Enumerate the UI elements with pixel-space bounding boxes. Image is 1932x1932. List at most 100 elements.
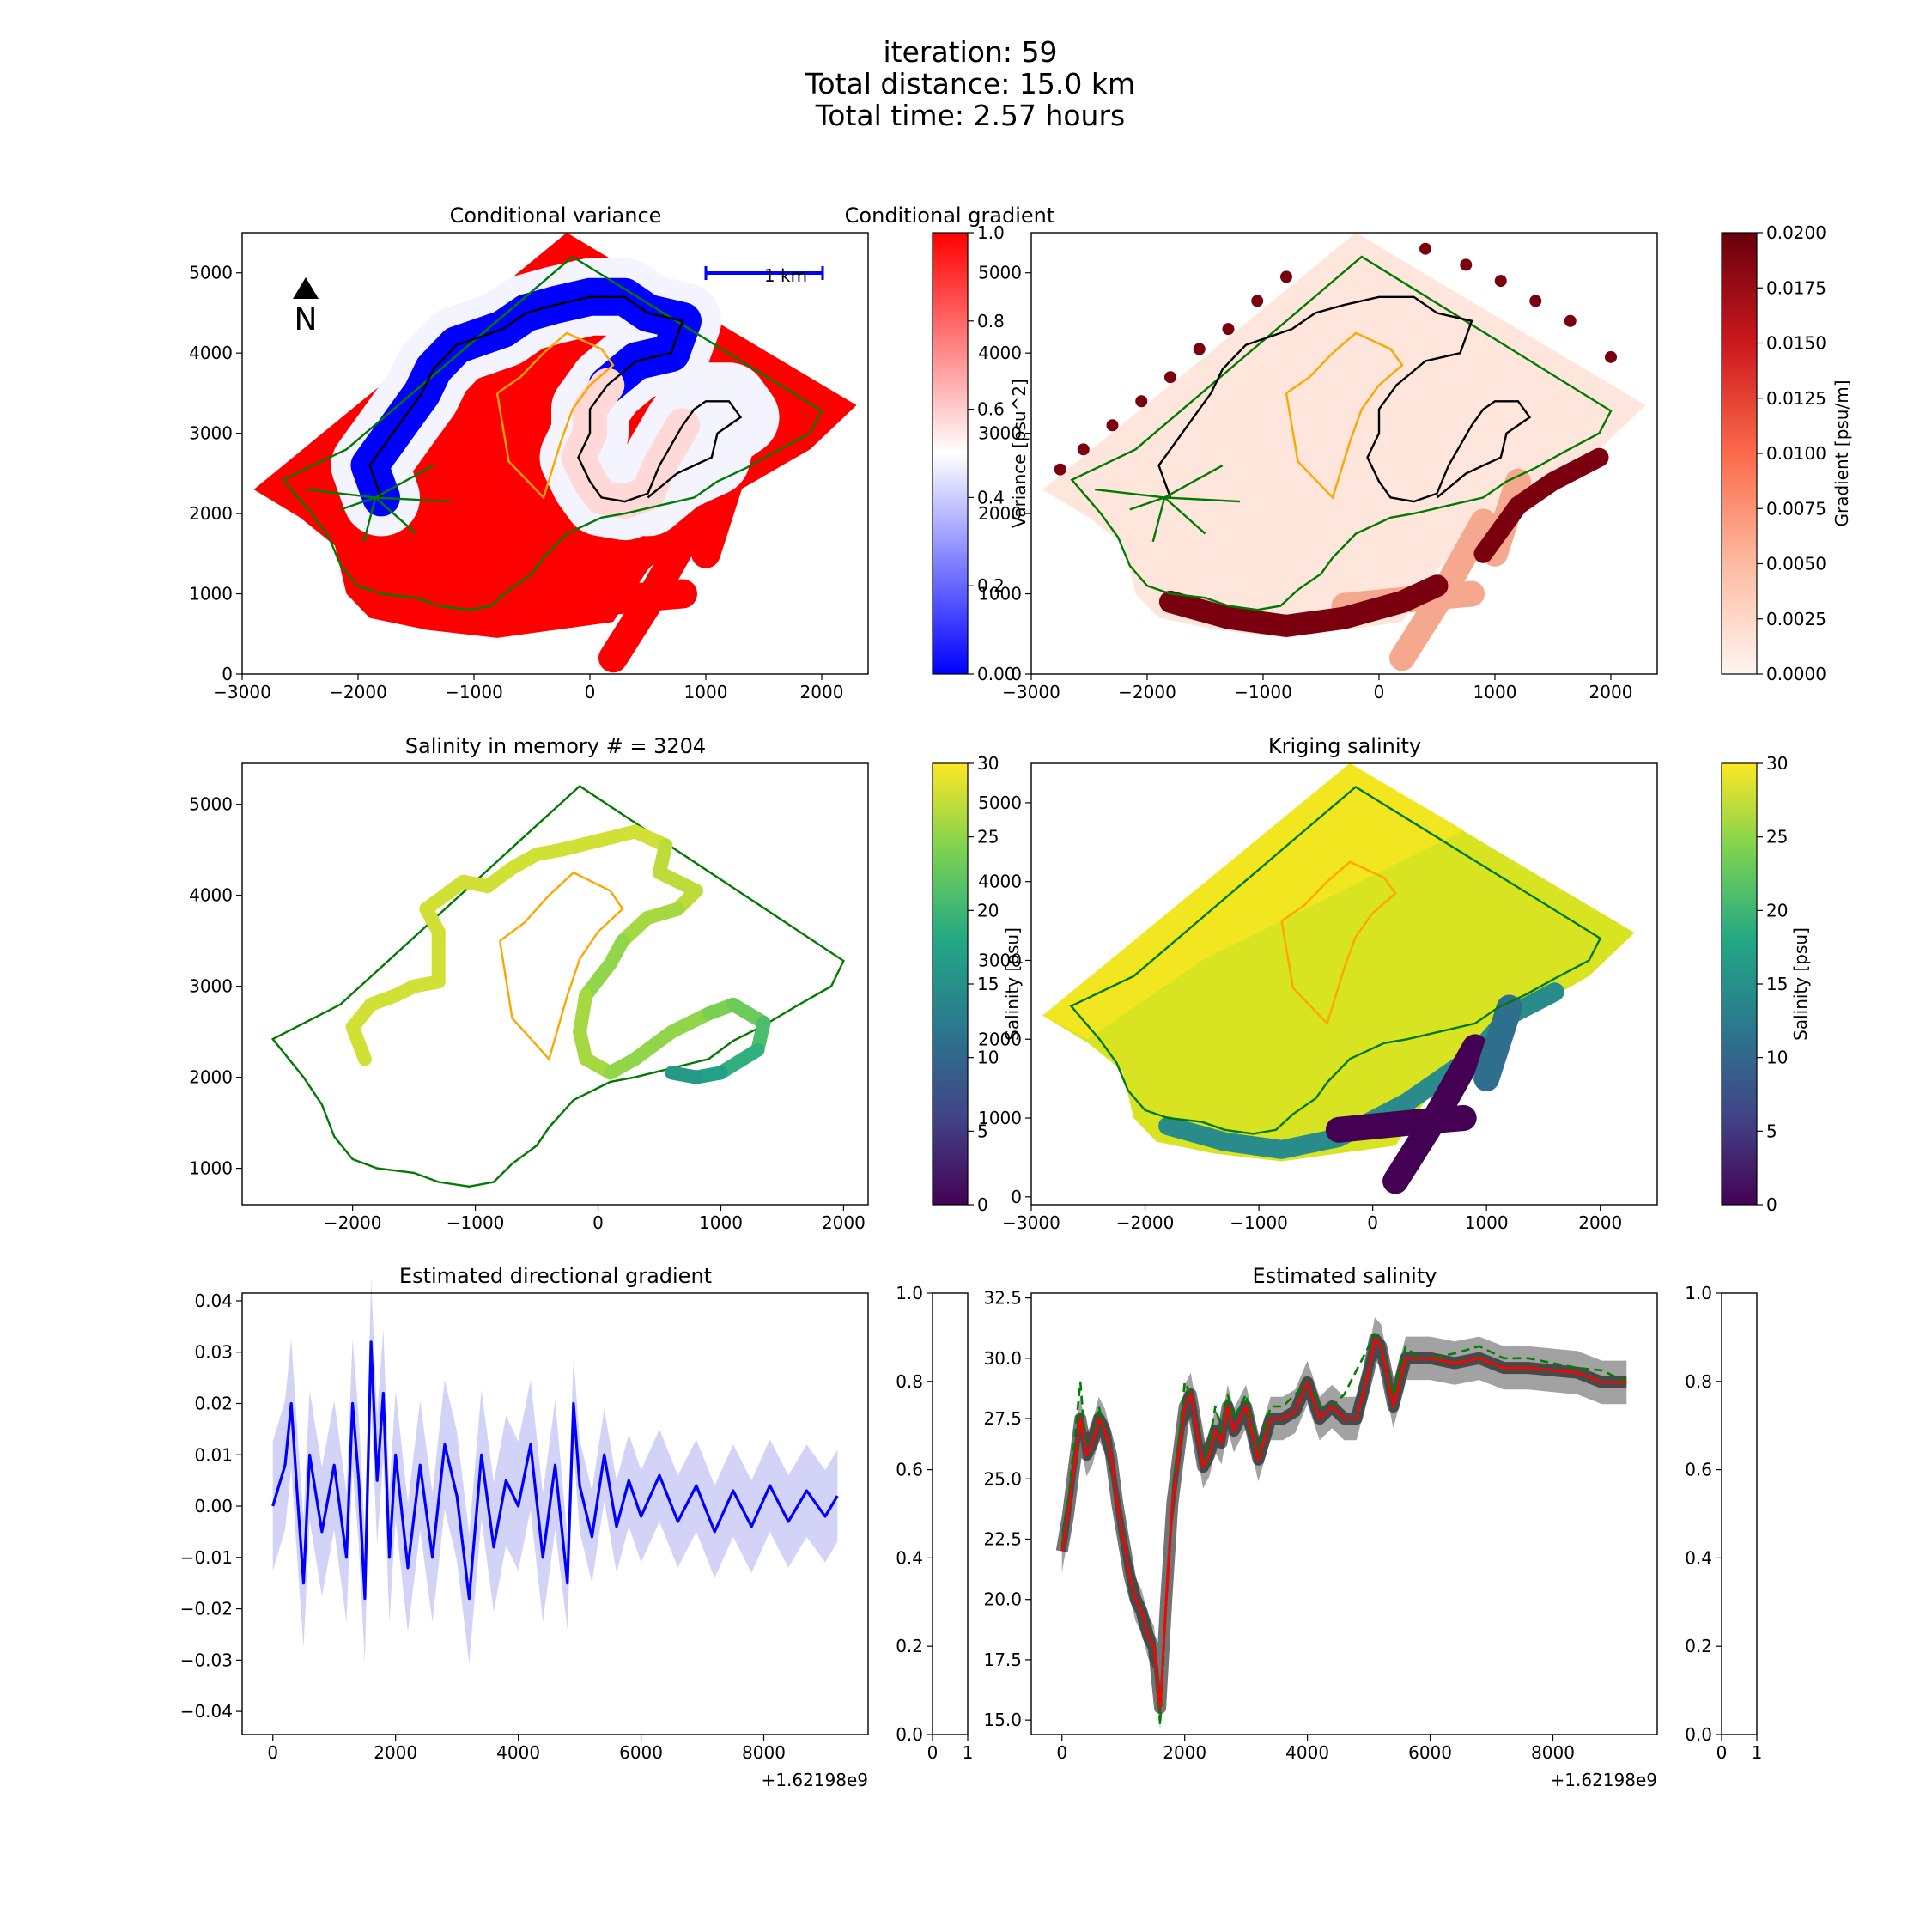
- x-tick-label: −1000: [1230, 1212, 1288, 1233]
- y-tick-label: 0.6: [1685, 1460, 1712, 1480]
- orange-region: [1280, 860, 1397, 1026]
- orange-region: [495, 331, 615, 500]
- x-tick-label: 1000: [1465, 1212, 1509, 1233]
- x-tick-label: 6000: [619, 1742, 663, 1763]
- gradient-field: [1042, 233, 1646, 638]
- gradient-axes-frame: [1030, 232, 1658, 675]
- colorbar-tick-label: 0.0050: [1766, 554, 1826, 574]
- y-tick-label: 0.4: [1685, 1547, 1712, 1568]
- y-tick-label: 0: [222, 664, 233, 684]
- colorbar-tick-label: 15: [1766, 974, 1788, 994]
- x-tick-label: 2000: [822, 1212, 866, 1233]
- colorbar-tick-label: 0.0000: [1766, 664, 1826, 684]
- y-tick-label: −0.02: [180, 1599, 233, 1619]
- kriging-axes-frame: [1030, 762, 1658, 1206]
- suptitle-line-1: iteration: 59: [883, 35, 1057, 69]
- colorbar-tick-label: 0.0150: [1766, 333, 1826, 354]
- x-tick-label: 0: [1056, 1742, 1067, 1763]
- colorbar-tick-label: 5: [977, 1121, 988, 1141]
- x-tick-label: 8000: [1531, 1742, 1575, 1763]
- colorbar-tick-label: 0.0175: [1766, 277, 1826, 298]
- gradient-high-band: [1159, 574, 1449, 638]
- waypoint-ray: [374, 464, 434, 499]
- waypoint-ray: [1095, 488, 1165, 499]
- boundary-polygon: [1069, 786, 1602, 1135]
- kriging-xticks: −3000 −2000 −1000 0 1000 2000: [1002, 1205, 1622, 1233]
- empty-axes-left: 0.0 0.2 0.4 0.6 0.8 1.0 0 1: [896, 1283, 973, 1763]
- x-tick-label: 1000: [1473, 682, 1517, 702]
- boundary-polygon: [1070, 255, 1613, 611]
- y-tick-label: −0.04: [180, 1701, 233, 1722]
- gradient-edge-mark: [1054, 463, 1066, 476]
- gradient-edge-mark: [1164, 371, 1176, 384]
- x-tick-label: 0: [1716, 1742, 1728, 1763]
- colorbar-tick-label: 30: [1766, 753, 1788, 774]
- y-tick-label: 0.6: [896, 1460, 923, 1480]
- y-tick-label: 0.2: [896, 1636, 923, 1656]
- x-tick-label: 0: [585, 682, 596, 702]
- x-tick-label: 2000: [1578, 1212, 1622, 1233]
- gradient-edge-mark: [1193, 343, 1206, 355]
- x-tick-label: −1000: [1234, 682, 1292, 702]
- panel-title-memory: Salinity in memory # = 3204: [405, 734, 706, 758]
- boundary-polygon: [281, 255, 823, 611]
- gradient-yticks: 0 1000 2000 3000 4000 5000: [978, 263, 1031, 684]
- y-tick-label: 2000: [189, 1067, 233, 1088]
- x-tick-label: 2000: [1163, 1742, 1206, 1763]
- y-tick-label: 0.01: [194, 1444, 233, 1465]
- x-tick-label: 1: [1752, 1742, 1763, 1763]
- y-tick-label: 1000: [189, 584, 233, 605]
- y-tick-label: 5000: [978, 793, 1022, 813]
- waypoint-ray: [1129, 496, 1165, 511]
- waypoint-ray: [374, 496, 417, 535]
- y-tick-label: 0: [1011, 664, 1022, 684]
- x-tick-label: −3000: [213, 682, 271, 702]
- kriging-leg: [1473, 994, 1522, 1092]
- y-tick-label: 32.5: [983, 1288, 1022, 1309]
- dir-gradient-xticks: 0 2000 4000 6000 8000: [267, 1735, 786, 1763]
- waypoint-ray: [340, 496, 376, 511]
- empty-axes-right: 0.0 0.2 0.4 0.6 0.8 1.0 0 1: [1685, 1283, 1762, 1763]
- memory-sample-segment: [419, 874, 471, 916]
- memory-yticks: 1000 2000 3000 4000 5000: [189, 794, 242, 1179]
- x-tick-label: −1000: [447, 1212, 505, 1233]
- colorbar-variance: 0.00 0.2 0.4 0.6 0.8 1.0 Variance [psu^2]: [932, 222, 1030, 684]
- memory-sample-segment: [665, 1066, 703, 1084]
- colorbar-tick-label: 0.0075: [1766, 498, 1826, 519]
- waypoint-ray: [306, 488, 376, 499]
- y-tick-label: 1000: [978, 1108, 1022, 1128]
- x-tick-label: 1000: [699, 1212, 743, 1233]
- y-tick-label: 2000: [978, 503, 1022, 524]
- north-label: N: [295, 302, 318, 337]
- variance-yticks: 0 1000 2000 3000 4000 5000: [189, 263, 242, 684]
- gradient-edge-mark: [1564, 314, 1577, 327]
- panel-salinity-memory: Salinity in memory # = 3204 −2000 −1000 0 1…: [189, 734, 869, 1233]
- contour-line: [1157, 295, 1532, 503]
- x-tick-label: −2000: [324, 1212, 382, 1233]
- y-tick-label: 1.0: [1685, 1283, 1712, 1303]
- panel-title-variance: Conditional variance: [450, 204, 662, 228]
- memory-sample-segment: [714, 1042, 765, 1080]
- colorbar-tick-label: 1.0: [977, 222, 1005, 243]
- orange-region: [1285, 331, 1404, 500]
- gradient-edge-mark: [1605, 350, 1617, 363]
- colorbar-memory: 0 5 10 15 20 25 30 Salinity [psu]: [932, 753, 1023, 1215]
- waypoint-ray: [375, 496, 452, 503]
- y-tick-label: 0.0: [896, 1724, 923, 1745]
- x-tick-label: −3000: [1002, 682, 1060, 702]
- colorbar-memory-label: Salinity [psu]: [1002, 927, 1023, 1041]
- y-tick-label: 20.0: [983, 1589, 1022, 1610]
- x-tick-label: 4000: [496, 1742, 540, 1763]
- colorbar-tick-label: 0.0100: [1766, 443, 1826, 464]
- kriging-plot-area: [1042, 763, 1635, 1194]
- salinity-true-line: [1060, 1333, 1627, 1727]
- dir-gradient-axes-frame: [241, 1292, 869, 1735]
- y-tick-label: 15.0: [983, 1710, 1022, 1730]
- y-tick-label: 3000: [978, 950, 1022, 970]
- variance-plot-area: [253, 233, 857, 673]
- panel-kriging-salinity: Kriging salinity −3000 −2000 −1000 0 1000 200…: [978, 734, 1658, 1233]
- y-tick-label: 0.00: [194, 1496, 233, 1516]
- colorbar-tick-label: 0.0125: [1766, 388, 1826, 409]
- y-tick-label: −0.03: [180, 1649, 233, 1670]
- y-tick-label: 22.5: [983, 1528, 1022, 1549]
